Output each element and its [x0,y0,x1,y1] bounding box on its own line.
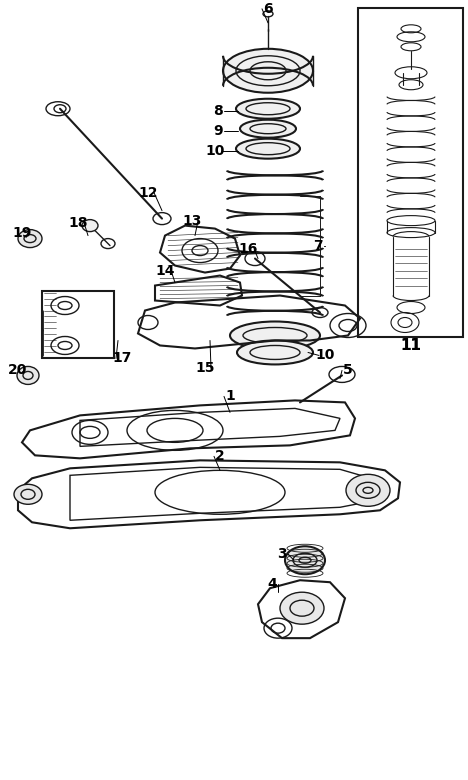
Text: 6: 6 [263,2,273,16]
Text: 2: 2 [215,449,225,463]
Text: 8: 8 [213,104,223,118]
Text: 18: 18 [68,215,88,229]
Ellipse shape [236,139,300,158]
Ellipse shape [237,341,313,364]
Text: 12: 12 [138,186,158,200]
Text: 1: 1 [225,389,235,403]
Ellipse shape [230,321,320,349]
Ellipse shape [236,99,300,119]
Ellipse shape [17,367,39,385]
Text: 20: 20 [8,363,28,378]
Text: 7: 7 [313,239,323,253]
Bar [42,290,114,359]
Text: 11: 11 [401,338,422,353]
Text: 5: 5 [343,363,353,378]
Ellipse shape [285,546,325,574]
Text: 19: 19 [12,225,32,239]
Text: 15: 15 [195,361,215,375]
Text: 13: 13 [183,214,202,228]
Bar [358,8,463,338]
Text: 10: 10 [205,144,225,158]
Text: 10: 10 [315,349,335,363]
Ellipse shape [223,49,313,93]
Ellipse shape [18,229,42,247]
Ellipse shape [240,119,296,138]
Text: 11: 11 [401,338,422,353]
Ellipse shape [14,484,42,505]
Text: 17: 17 [112,352,132,366]
Text: 14: 14 [155,264,175,278]
Ellipse shape [346,474,390,506]
Text: 3: 3 [277,548,287,562]
Ellipse shape [280,592,324,624]
Text: 9: 9 [213,124,223,138]
Text: 16: 16 [238,242,258,256]
Ellipse shape [82,220,98,232]
Text: 4: 4 [267,577,277,591]
